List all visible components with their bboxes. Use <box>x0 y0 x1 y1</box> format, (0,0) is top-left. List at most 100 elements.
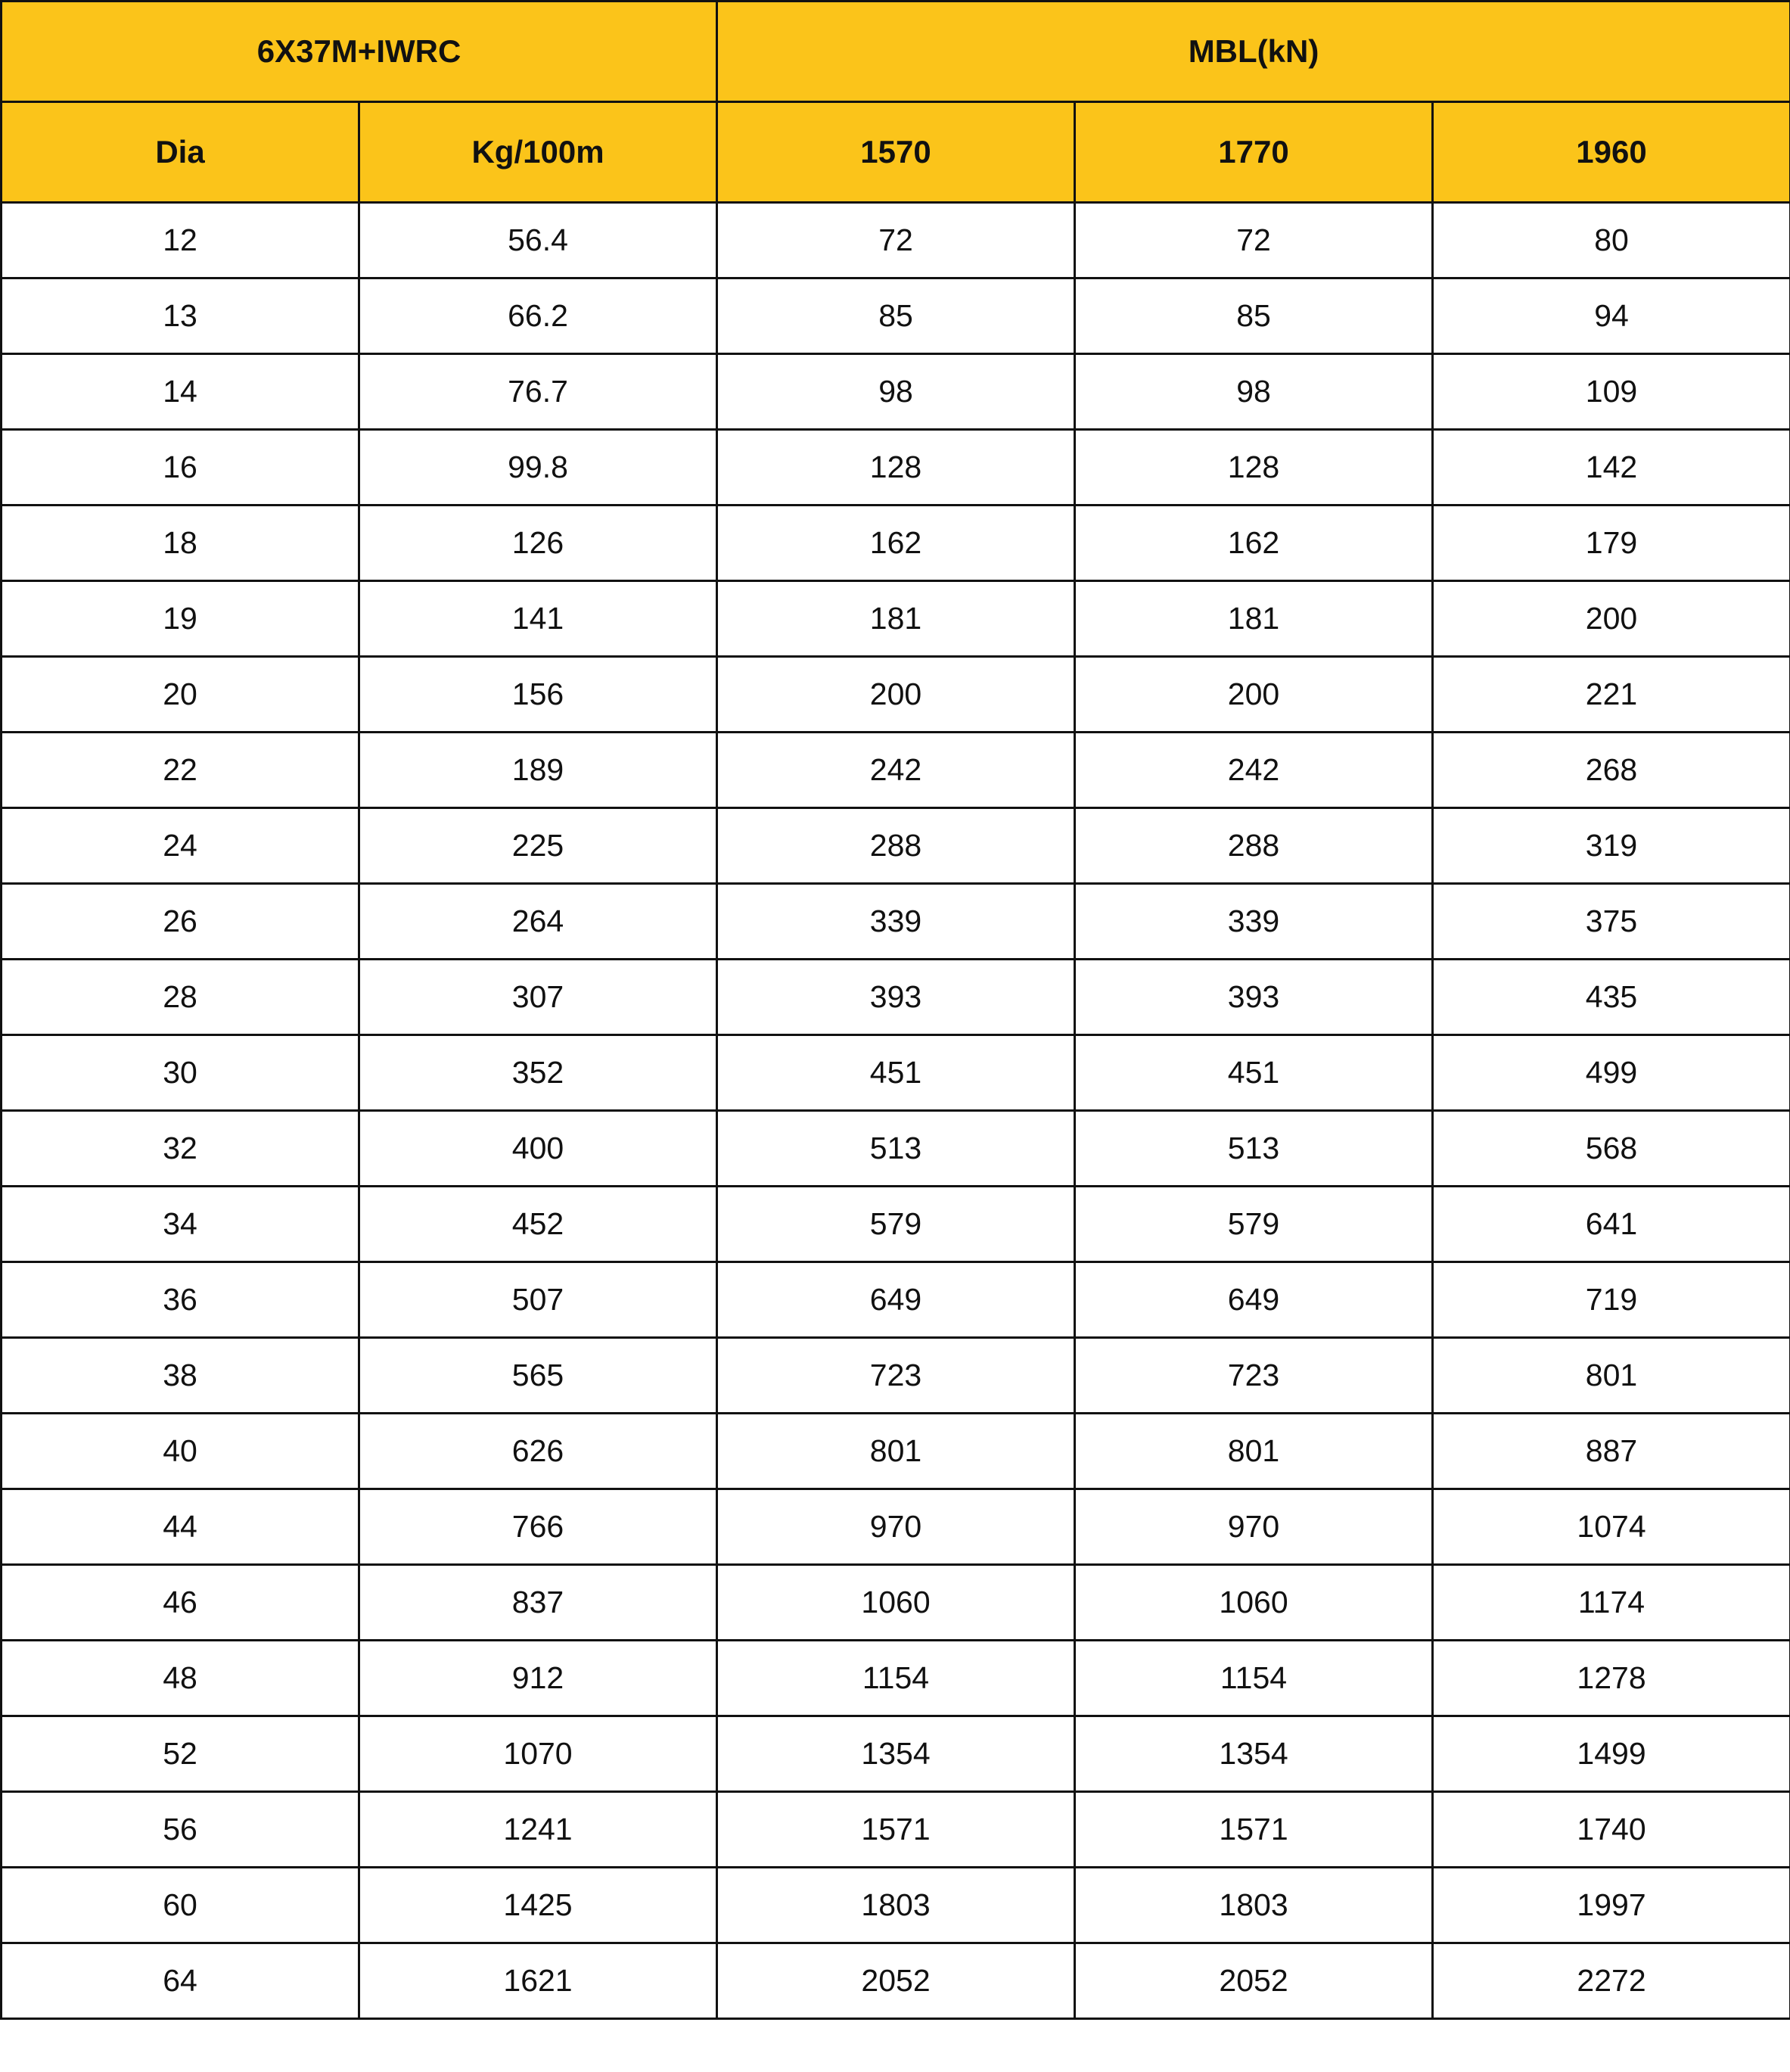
cell-mbl-1770: 200 <box>1074 655 1434 733</box>
cell-mbl-1770: 339 <box>1074 882 1434 960</box>
cell-mbl-1770: 72 <box>1074 201 1434 279</box>
table-row: 16 99.8 128 128 142 <box>0 428 1790 506</box>
cell-mbl-1960: 109 <box>1431 353 1790 431</box>
table-row: 52 1070 1354 1354 1499 <box>0 1715 1790 1793</box>
cell-dia: 20 <box>0 655 360 733</box>
cell-mbl-1770: 801 <box>1074 1412 1434 1490</box>
cell-mbl-1960: 2272 <box>1431 1942 1790 2020</box>
cell-mbl-1570: 723 <box>716 1336 1077 1414</box>
cell-mbl-1960: 435 <box>1431 958 1790 1036</box>
cell-dia: 32 <box>0 1109 360 1187</box>
cell-weight: 66.2 <box>357 277 719 355</box>
cell-weight: 1241 <box>357 1790 719 1868</box>
cell-dia: 24 <box>0 807 360 885</box>
cell-weight: 76.7 <box>357 353 719 431</box>
cell-mbl-1770: 970 <box>1074 1488 1434 1566</box>
cell-weight: 837 <box>357 1563 719 1641</box>
column-header-weight: Kg/100m <box>357 101 719 204</box>
cell-mbl-1570: 649 <box>716 1261 1077 1339</box>
cell-dia: 36 <box>0 1261 360 1339</box>
cell-mbl-1770: 181 <box>1074 580 1434 658</box>
cell-dia: 16 <box>0 428 360 506</box>
table-row: 60 1425 1803 1803 1997 <box>0 1866 1790 1944</box>
column-header-1770: 1770 <box>1074 101 1434 204</box>
table-row: 44 766 970 970 1074 <box>0 1488 1790 1566</box>
table-row: 48 912 1154 1154 1278 <box>0 1639 1790 1717</box>
cell-mbl-1960: 319 <box>1431 807 1790 885</box>
cell-mbl-1570: 970 <box>716 1488 1077 1566</box>
table-row: 28 307 393 393 435 <box>0 958 1790 1036</box>
cell-dia: 56 <box>0 1790 360 1868</box>
cell-dia: 34 <box>0 1185 360 1263</box>
cell-weight: 565 <box>357 1336 719 1414</box>
cell-dia: 12 <box>0 201 360 279</box>
table-row: 32 400 513 513 568 <box>0 1109 1790 1187</box>
cell-weight: 307 <box>357 958 719 1036</box>
table-body: 12 56.4 72 72 80 13 66.2 85 85 94 14 76.7 98 98 109 16 9… <box>0 201 1790 2020</box>
cell-mbl-1770: 162 <box>1074 504 1434 582</box>
cell-dia: 44 <box>0 1488 360 1566</box>
cell-mbl-1960: 1074 <box>1431 1488 1790 1566</box>
cell-mbl-1770: 1060 <box>1074 1563 1434 1641</box>
cell-mbl-1770: 1803 <box>1074 1866 1434 1944</box>
cell-mbl-1570: 288 <box>716 807 1077 885</box>
cell-dia: 40 <box>0 1412 360 1490</box>
cell-mbl-1570: 72 <box>716 201 1077 279</box>
column-header-1960: 1960 <box>1431 101 1790 204</box>
cell-mbl-1570: 451 <box>716 1034 1077 1112</box>
table-row: 56 1241 1571 1571 1740 <box>0 1790 1790 1868</box>
cell-mbl-1770: 98 <box>1074 353 1434 431</box>
cell-mbl-1960: 1997 <box>1431 1866 1790 1944</box>
cell-mbl-1570: 1571 <box>716 1790 1077 1868</box>
cell-mbl-1960: 80 <box>1431 201 1790 279</box>
cell-mbl-1570: 1060 <box>716 1563 1077 1641</box>
cell-mbl-1570: 1354 <box>716 1715 1077 1793</box>
cell-mbl-1960: 1499 <box>1431 1715 1790 1793</box>
cell-mbl-1570: 1154 <box>716 1639 1077 1717</box>
table-row: 19 141 181 181 200 <box>0 580 1790 658</box>
rope-construction-header: 6X37M+IWRC <box>0 0 719 103</box>
column-header-row: Dia Kg/100m 1570 1770 1960 <box>0 101 1790 204</box>
cell-mbl-1770: 649 <box>1074 1261 1434 1339</box>
cell-dia: 26 <box>0 882 360 960</box>
cell-mbl-1960: 94 <box>1431 277 1790 355</box>
cell-mbl-1770: 85 <box>1074 277 1434 355</box>
cell-mbl-1770: 579 <box>1074 1185 1434 1263</box>
cell-weight: 452 <box>357 1185 719 1263</box>
cell-weight: 912 <box>357 1639 719 1717</box>
cell-dia: 14 <box>0 353 360 431</box>
cell-dia: 52 <box>0 1715 360 1793</box>
cell-weight: 766 <box>357 1488 719 1566</box>
wire-rope-spec-table: 6X37M+IWRC MBL(kN) Dia Kg/100m 1570 1770… <box>0 0 1790 2020</box>
cell-mbl-1960: 1740 <box>1431 1790 1790 1868</box>
cell-mbl-1770: 393 <box>1074 958 1434 1036</box>
cell-dia: 18 <box>0 504 360 582</box>
cell-mbl-1570: 801 <box>716 1412 1077 1490</box>
mbl-header: MBL(kN) <box>716 0 1790 103</box>
cell-mbl-1570: 513 <box>716 1109 1077 1187</box>
table-row: 36 507 649 649 719 <box>0 1261 1790 1339</box>
table-row: 38 565 723 723 801 <box>0 1336 1790 1414</box>
table-row: 24 225 288 288 319 <box>0 807 1790 885</box>
table-row: 12 56.4 72 72 80 <box>0 201 1790 279</box>
cell-mbl-1570: 200 <box>716 655 1077 733</box>
cell-mbl-1960: 1174 <box>1431 1563 1790 1641</box>
table-row: 20 156 200 200 221 <box>0 655 1790 733</box>
cell-mbl-1960: 179 <box>1431 504 1790 582</box>
cell-mbl-1770: 451 <box>1074 1034 1434 1112</box>
cell-mbl-1960: 1278 <box>1431 1639 1790 1717</box>
cell-dia: 60 <box>0 1866 360 1944</box>
cell-mbl-1960: 641 <box>1431 1185 1790 1263</box>
cell-mbl-1570: 181 <box>716 580 1077 658</box>
cell-dia: 46 <box>0 1563 360 1641</box>
cell-mbl-1570: 98 <box>716 353 1077 431</box>
cell-weight: 189 <box>357 731 719 809</box>
cell-mbl-1770: 1154 <box>1074 1639 1434 1717</box>
cell-weight: 99.8 <box>357 428 719 506</box>
cell-mbl-1570: 579 <box>716 1185 1077 1263</box>
cell-dia: 28 <box>0 958 360 1036</box>
table-row: 30 352 451 451 499 <box>0 1034 1790 1112</box>
cell-mbl-1960: 200 <box>1431 580 1790 658</box>
table-row: 34 452 579 579 641 <box>0 1185 1790 1263</box>
cell-mbl-1770: 1571 <box>1074 1790 1434 1868</box>
